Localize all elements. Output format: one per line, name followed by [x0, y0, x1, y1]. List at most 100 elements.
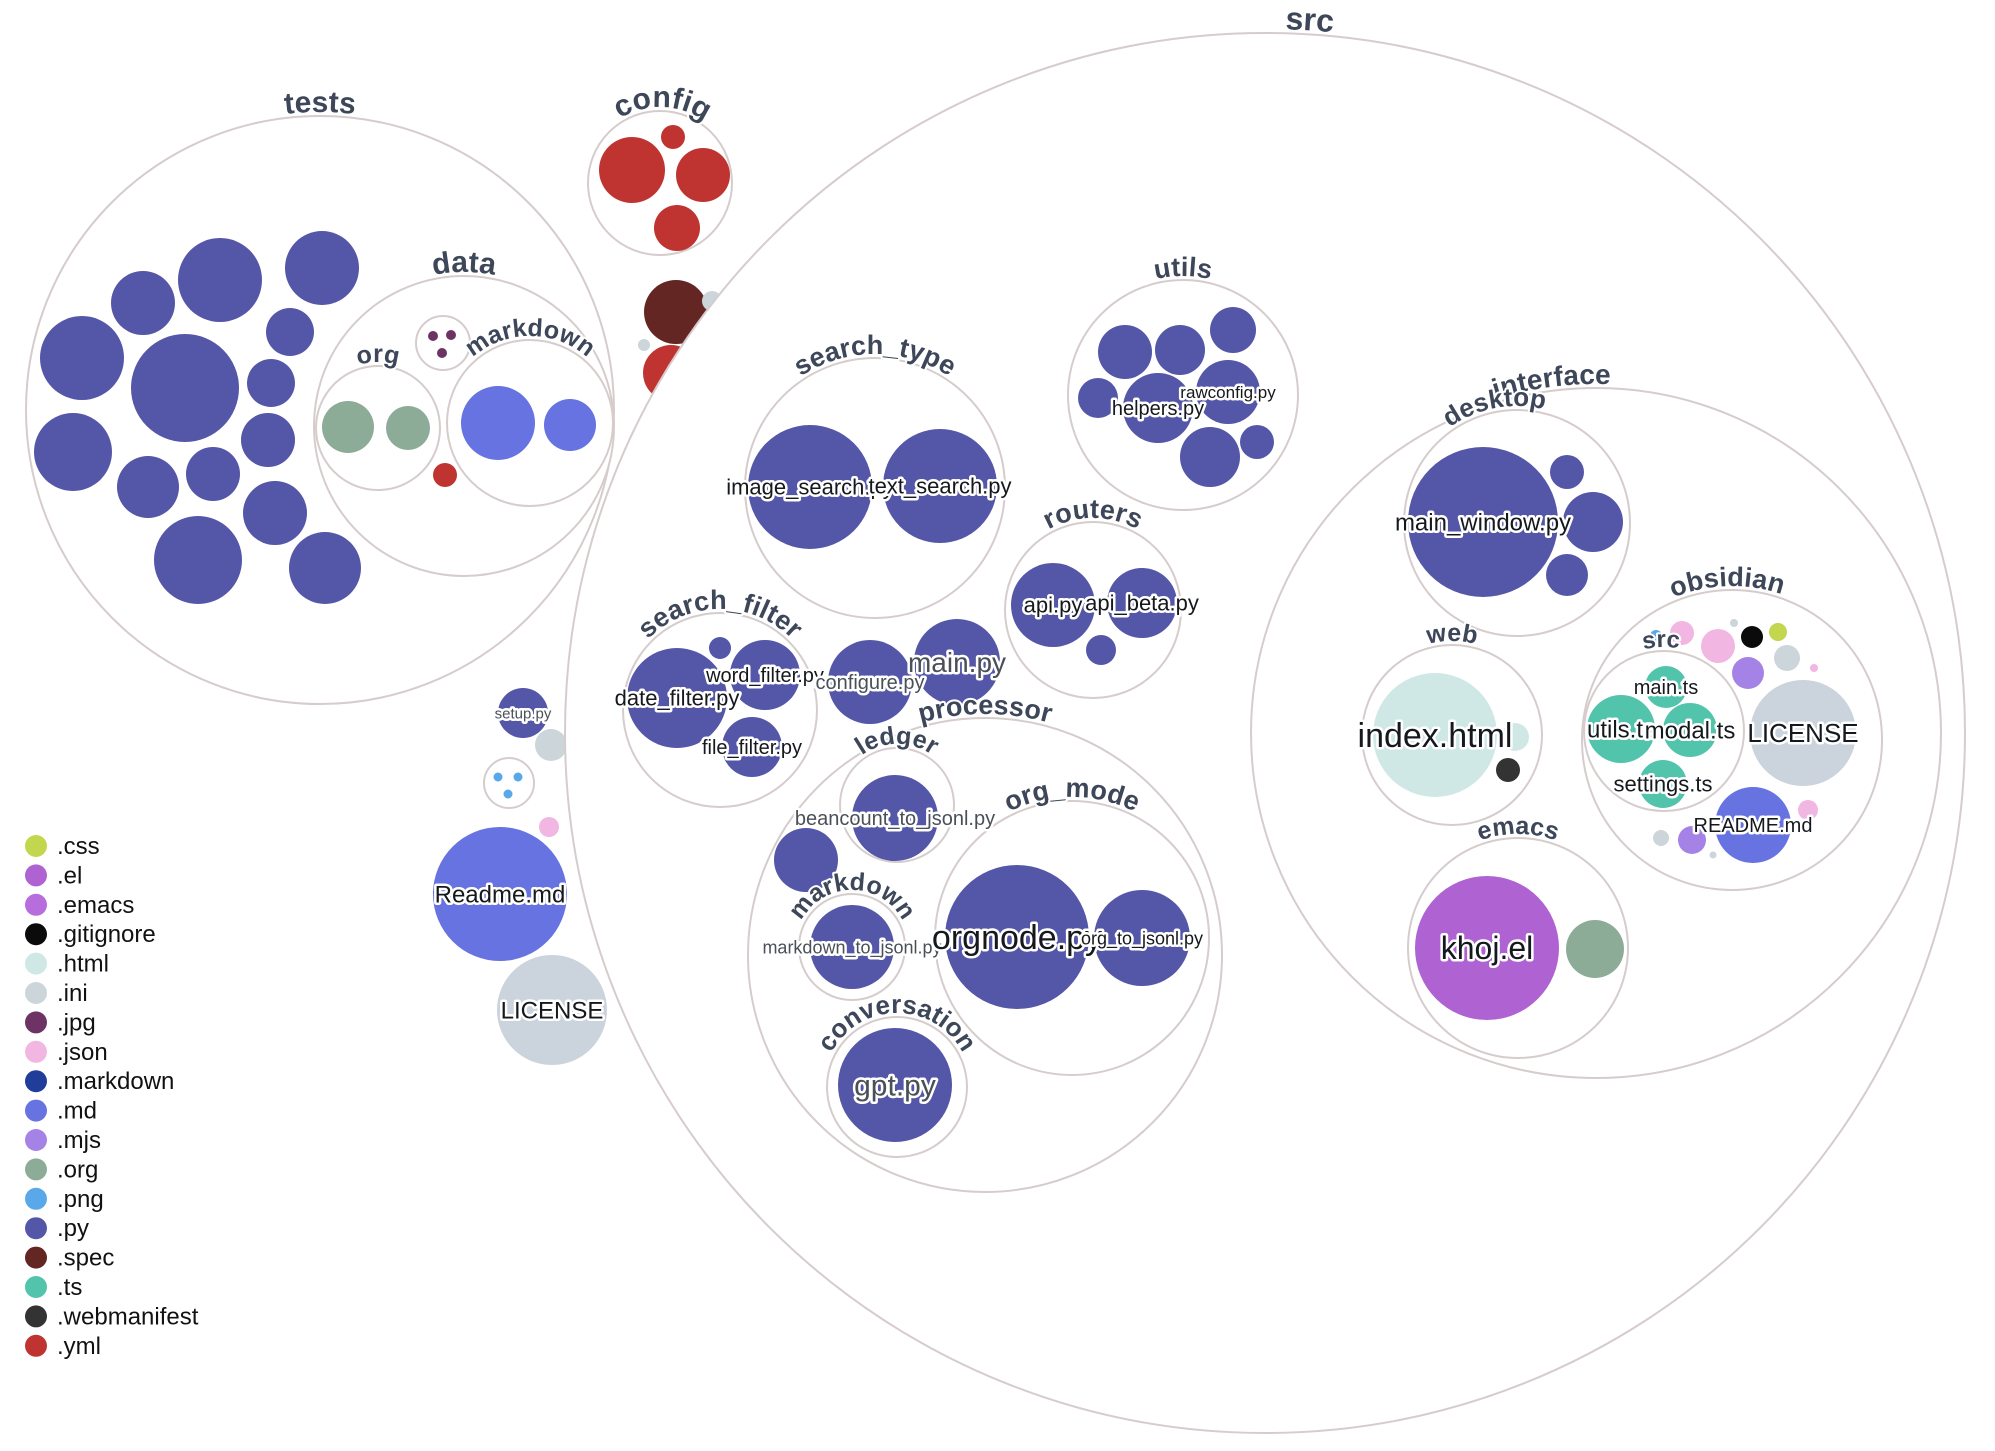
- file-label-word_filter.py: word_filter.py: [705, 665, 824, 687]
- dir-label-text-src: src: [1638, 624, 1683, 657]
- file-circle-ini: [1709, 851, 1717, 859]
- file-circle-mjs: [1678, 826, 1706, 854]
- file-circle-py: [1546, 554, 1588, 596]
- file-circle-main_window.py: [1408, 447, 1558, 597]
- file-label-setup.py: setup.py: [495, 705, 552, 722]
- file-circle-webmanifest: [1496, 758, 1520, 782]
- file-circle-ini: [1730, 619, 1738, 627]
- file-circle-json: [539, 817, 559, 837]
- file-circle-settings.ts: [1639, 760, 1687, 808]
- dir-label-src: src: [1640, 626, 1681, 655]
- file-circle-py: [1155, 325, 1205, 375]
- file-label-khoj.el: khoj.el: [1441, 930, 1534, 966]
- file-circle-modal.ts: [1663, 703, 1717, 757]
- file-circle-index.html: [1373, 673, 1497, 797]
- file-label-orgnode.py: orgnode.py: [932, 919, 1102, 957]
- file-circle-org_to_jsonl.py: [1094, 890, 1190, 986]
- file-circle-orgnode.py: [945, 865, 1089, 1009]
- file-label-main.py: main.py: [908, 647, 1006, 678]
- legend-label-ts: .ts: [57, 1274, 82, 1301]
- file-label-Readme.md: Readme.md: [435, 881, 566, 908]
- file-circle-org: [1566, 920, 1624, 978]
- file-circle-yml: [599, 137, 665, 203]
- file-circle-py: [154, 516, 242, 604]
- file-label-markdown_to_jsonl.py: markdown_to_jsonl.py: [762, 937, 941, 958]
- file-circle-yml: [661, 125, 685, 149]
- file-circle-py: [243, 481, 307, 545]
- dir-label-text-utils: utils: [1150, 250, 1217, 287]
- dir-label-text-data: data: [428, 244, 501, 284]
- file-circle-py: [40, 316, 124, 400]
- legend-label-ini: .ini: [57, 980, 88, 1007]
- file-circle-gitignore: [1741, 626, 1763, 648]
- file-label-index.html: index.html: [1358, 717, 1513, 755]
- file-circle-py: [266, 308, 314, 356]
- file-circle-css: [1769, 623, 1787, 641]
- file-circle-README.md: [1715, 787, 1791, 863]
- legend-label-py: .py: [57, 1215, 89, 1242]
- dir-label-utils: utils: [1152, 252, 1215, 285]
- file-circle-yml: [433, 463, 457, 487]
- file-circle-png: [1650, 630, 1662, 642]
- legend-swatch-org: [25, 1158, 47, 1181]
- legend-label-md: .md: [57, 1098, 97, 1125]
- file-label-configure.py: configure.py: [816, 672, 925, 694]
- legend-swatch-markdown: [25, 1070, 47, 1093]
- legend-label-css: .css: [57, 833, 100, 860]
- file-circle-word_filter.py: [730, 640, 800, 710]
- legend-swatch-css: [25, 835, 47, 857]
- legend-label-el: .el: [57, 862, 82, 889]
- file-circle-py: [1180, 427, 1240, 487]
- file-label-LICENSE: LICENSE: [1747, 718, 1858, 748]
- file-circle-py: [1078, 378, 1118, 418]
- legend-label-yml: .yml: [57, 1333, 101, 1360]
- legend-swatch-md: [25, 1099, 47, 1122]
- file-circle-py: [117, 456, 179, 518]
- file-circle-png: [493, 772, 503, 782]
- legend-swatch-ini: [25, 982, 47, 1004]
- file-label-LICENSE: LICENSE: [501, 997, 604, 1024]
- file-circle-html: [1501, 723, 1529, 751]
- file-label-image_search.py: image_search.py: [726, 475, 894, 500]
- legend-label-mjs: .mjs: [57, 1127, 101, 1154]
- file-circle-py: [1563, 492, 1623, 552]
- file-circle-ini: [638, 339, 650, 351]
- file-circle-json: [1798, 800, 1818, 820]
- legend-swatch-jpg: [25, 1011, 47, 1034]
- file-label-api.py: api.py: [1024, 593, 1083, 618]
- file-label-main.ts: main.ts: [1634, 677, 1698, 699]
- legend-label-emacs: .emacs: [57, 892, 134, 919]
- file-circle-Readme.md: [433, 827, 567, 961]
- file-circle-jpg: [437, 348, 447, 358]
- file-circle-json: [1670, 621, 1694, 645]
- file-circle-ini: [1774, 645, 1800, 671]
- file-circle-py: [709, 637, 731, 659]
- legend-swatch-webmanifest: [25, 1305, 47, 1328]
- file-circle-py: [178, 238, 262, 322]
- file-circle-ini: [1653, 830, 1669, 846]
- file-circle-utils.ts: [1587, 695, 1655, 763]
- legend-label-json: .json: [57, 1039, 108, 1066]
- file-circle-py: [1240, 425, 1274, 459]
- file-circle-mjs: [1732, 657, 1764, 689]
- dir-circle-org-20: [315, 365, 441, 491]
- legend-swatch-mjs: [25, 1129, 47, 1151]
- dir-label-text-src: src: [1283, 0, 1338, 41]
- file-circle-py: [241, 413, 295, 467]
- file-circle-image_search.py: [748, 425, 872, 549]
- file-label-org_to_jsonl.py: org_to_jsonl.py: [1081, 928, 1203, 949]
- file-circle-text_search.py: [883, 429, 997, 543]
- file-label-api_beta.py: api_beta.py: [1085, 591, 1199, 616]
- dir-label-org: org: [354, 340, 402, 371]
- file-circle-jpg: [446, 330, 456, 340]
- file-circle-py: [1550, 455, 1584, 489]
- file-label-rawconfig.py: rawconfig.py: [1180, 383, 1276, 402]
- file-circle-api_beta.py: [1107, 568, 1177, 638]
- file-circle-py: [774, 828, 838, 892]
- legend-swatch-gitignore: [25, 923, 47, 946]
- file-circle-file_filter.py: [722, 717, 782, 777]
- file-circle-beancount_to_jsonl.py: [852, 775, 938, 861]
- file-circle-json: [1701, 629, 1735, 663]
